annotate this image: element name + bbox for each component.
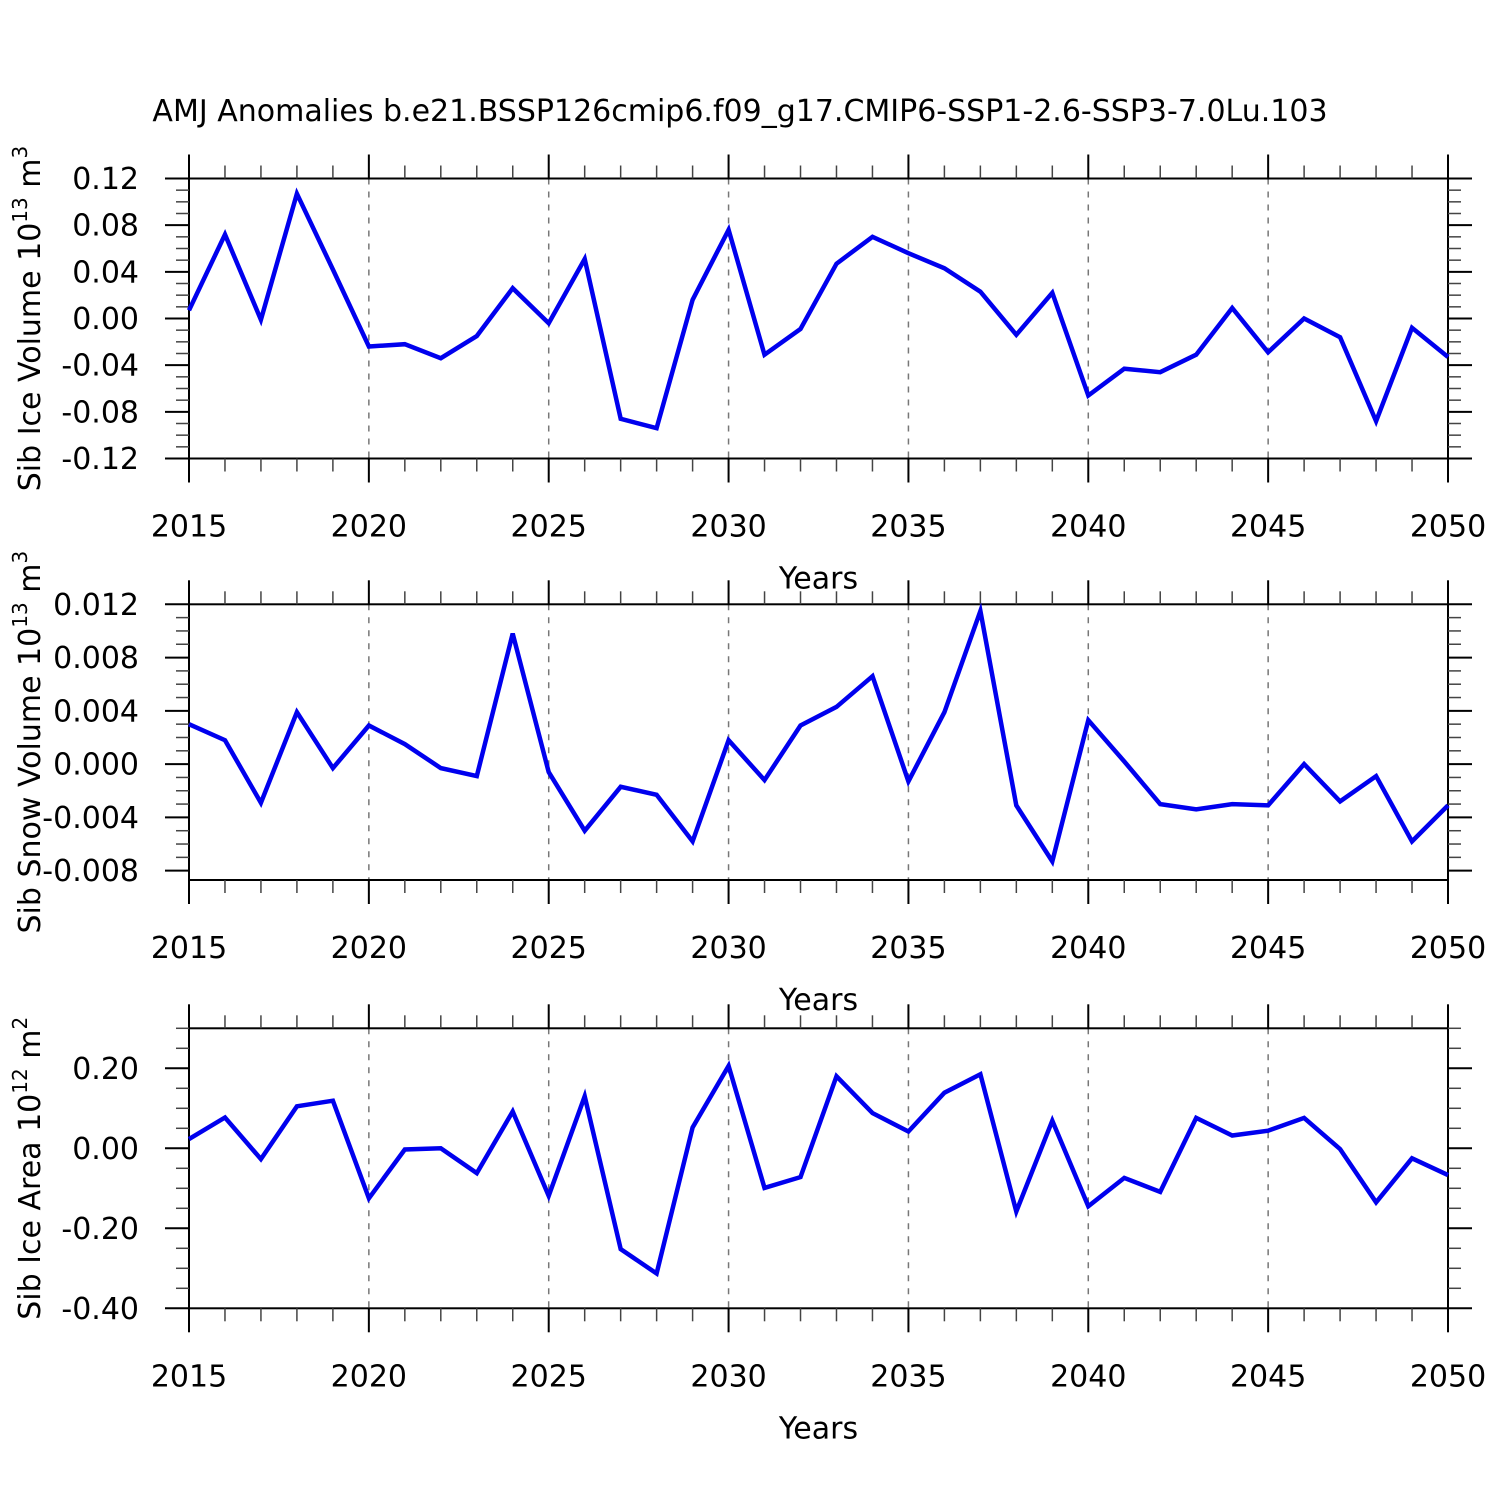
y-axis-title-text: Sib Ice Area 10	[13, 1094, 48, 1320]
panel-sib-ice-area: 0.20 0.00 -0.20 -0.40 2015 2020 2025 2030 2035 20…	[8, 1004, 1486, 1446]
panels-container: 0.12 0.08 0.04 0.00 -0.04 -0.08 -0.12 2015 2020 2…	[8, 146, 1486, 1447]
y-tick-label: 0.008	[53, 641, 139, 676]
y-tick-label: 0.00	[72, 1132, 139, 1167]
x-tick-label: 2050	[1410, 510, 1486, 545]
y-tick-label: -0.40	[61, 1292, 139, 1327]
x-tick-label: 2050	[1410, 1359, 1486, 1394]
x-tick-label: 2020	[331, 931, 407, 966]
y-tick-label: 0.000	[53, 748, 139, 783]
x-axis-title: Years	[778, 983, 858, 1018]
y-tick-label: 0.04	[72, 255, 139, 290]
y-tick-label: 0.12	[72, 162, 139, 197]
y-tick-label: 0.08	[72, 209, 139, 244]
y-axis-title: Sib Snow Volume 1013 m3	[8, 551, 48, 934]
y-tick-label: 0.004	[53, 694, 139, 729]
y-tick-label: -0.008	[42, 854, 139, 889]
plot-frame	[188, 1027, 1449, 1310]
y-tick-label: -0.12	[61, 442, 139, 477]
y-axis-title-text: m	[13, 1030, 48, 1069]
y-tick-label: -0.20	[61, 1212, 139, 1247]
y-tick-label: -0.04	[61, 349, 139, 384]
y-axis-title: Sib Ice Area 1012 m2	[8, 1017, 48, 1320]
y-axis-title-sup: 3	[8, 146, 32, 159]
y-axis-title-sup: 13	[8, 197, 32, 222]
x-tick-label: 2025	[511, 1359, 587, 1394]
y-axis-title-text: Sib Ice Volume 10	[13, 223, 48, 492]
x-tick-label: 2035	[870, 931, 946, 966]
y-axis-title-text: Sib Snow Volume 10	[13, 628, 48, 934]
x-tick-label: 2015	[151, 1359, 227, 1394]
series-line	[187, 1060, 1449, 1278]
y-axis-title-sup: 13	[8, 602, 32, 627]
plot-frame	[188, 603, 1449, 881]
x-tick-label: 2045	[1230, 510, 1306, 545]
x-axis-title: Years	[778, 562, 858, 597]
y-tick-label: -0.004	[42, 801, 139, 836]
panel-sib-ice-volume: 0.12 0.08 0.04 0.00 -0.04 -0.08 -0.12 2015 2020 2…	[8, 146, 1486, 597]
y-axis-title-text: m	[13, 564, 48, 603]
x-tick-label: 2035	[870, 1359, 946, 1394]
x-tick-label: 2050	[1410, 931, 1486, 966]
y-axis-title-sup: 3	[8, 551, 32, 564]
panel-sib-snow-volume: 0.012 0.008 0.004 0.000 -0.004 -0.008 2015 2020…	[8, 551, 1486, 1018]
x-tick-label: 2040	[1050, 931, 1126, 966]
y-axis-title: Sib Ice Volume 1013 m3	[8, 146, 48, 492]
chart-title: AMJ Anomalies b.e21.BSSP126cmip6.f09_g17…	[152, 94, 1327, 129]
x-tick-label: 2015	[151, 510, 227, 545]
y-axis-title-sup: 2	[8, 1017, 32, 1030]
y-axis-title-sup: 12	[8, 1068, 32, 1093]
x-tick-label: 2020	[331, 510, 407, 545]
x-tick-label: 2025	[511, 510, 587, 545]
x-tick-label: 2030	[690, 1359, 766, 1394]
y-tick-label: 0.20	[72, 1052, 139, 1087]
plot-frame	[188, 177, 1449, 460]
y-axis-title-text: m	[13, 158, 48, 197]
x-tick-label: 2015	[151, 931, 227, 966]
x-tick-label: 2040	[1050, 1359, 1126, 1394]
x-tick-label: 2045	[1230, 1359, 1306, 1394]
x-tick-label: 2030	[690, 931, 766, 966]
x-tick-label: 2030	[690, 510, 766, 545]
series-line	[186, 187, 1450, 431]
x-tick-label: 2020	[331, 1359, 407, 1394]
x-tick-label: 2025	[511, 931, 587, 966]
y-tick-label: 0.00	[72, 302, 139, 337]
x-axis-title: Years	[778, 1411, 858, 1446]
series-line	[188, 602, 1450, 867]
y-tick-label: 0.012	[53, 588, 139, 623]
x-tick-label: 2045	[1230, 931, 1306, 966]
x-tick-label: 2035	[870, 510, 946, 545]
y-tick-label: -0.08	[61, 395, 139, 430]
x-tick-label: 2040	[1050, 510, 1126, 545]
